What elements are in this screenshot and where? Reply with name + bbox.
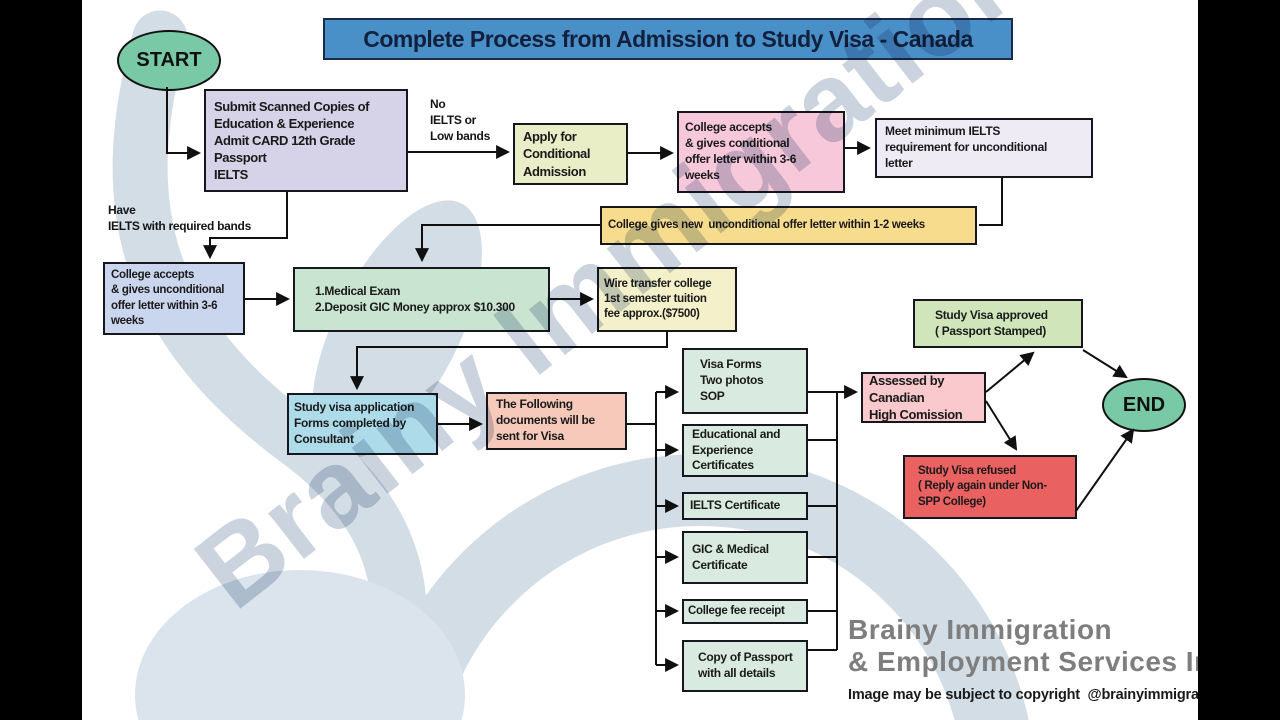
node-meet-minimum-ielts: Meet minimum IELTS requirement for uncon… (875, 118, 1093, 178)
node-doc-visa-forms: Visa Forms Two photos SOP (682, 348, 808, 414)
brand-name: Brainy Immigration & Employment Services… (848, 614, 1236, 678)
node-documents-sent-for-visa: The Following documents will be sent for… (486, 392, 627, 450)
letterbox-bar-left (0, 0, 82, 720)
end-node: END (1102, 378, 1186, 432)
node-visa-refused: Study Visa refused ( Reply again under N… (903, 455, 1077, 519)
node-doc-ielts-certificate: IELTS Certificate (682, 492, 808, 520)
node-doc-certificates: Educational and Experience Certificates (682, 424, 808, 477)
label-no-ielts: No IELTS or Low bands (430, 97, 490, 144)
node-medical-gic-deposit: 1.Medical Exam 2.Deposit GIC Money appro… (293, 267, 550, 332)
node-doc-passport-copy: Copy of Passport with all details (682, 640, 808, 692)
node-visa-approved: Study Visa approved ( Passport Stamped) (913, 299, 1083, 348)
node-college-unconditional-offer: College accepts & gives unconditional of… (103, 262, 245, 335)
node-wire-transfer-tuition: Wire transfer college 1st semester tuiti… (597, 267, 737, 332)
node-assessed-high-commission: Assessed by Canadian High Comission (861, 372, 986, 423)
page-title: Complete Process from Admission to Study… (323, 18, 1013, 60)
node-doc-gic-medical: GIC & Medical Certificate (682, 531, 808, 584)
node-doc-fee-receipt: College fee receipt (682, 599, 808, 624)
node-consultant-forms: Study visa application Forms completed b… (287, 393, 438, 455)
node-apply-conditional-admission: Apply for Conditional Admission (513, 123, 628, 185)
letterbox-bar-right (1198, 0, 1280, 720)
node-submit-documents: Submit Scanned Copies of Education & Exp… (204, 89, 408, 192)
node-college-conditional-offer: College accepts & gives conditional offe… (677, 111, 845, 193)
copyright-notice: Image may be subject to copyright @brain… (848, 687, 1225, 703)
start-node: START (117, 30, 221, 91)
node-new-unconditional-offer: College gives new unconditional offer le… (600, 206, 977, 245)
label-have-ielts: Have IELTS with required bands (108, 203, 251, 234)
